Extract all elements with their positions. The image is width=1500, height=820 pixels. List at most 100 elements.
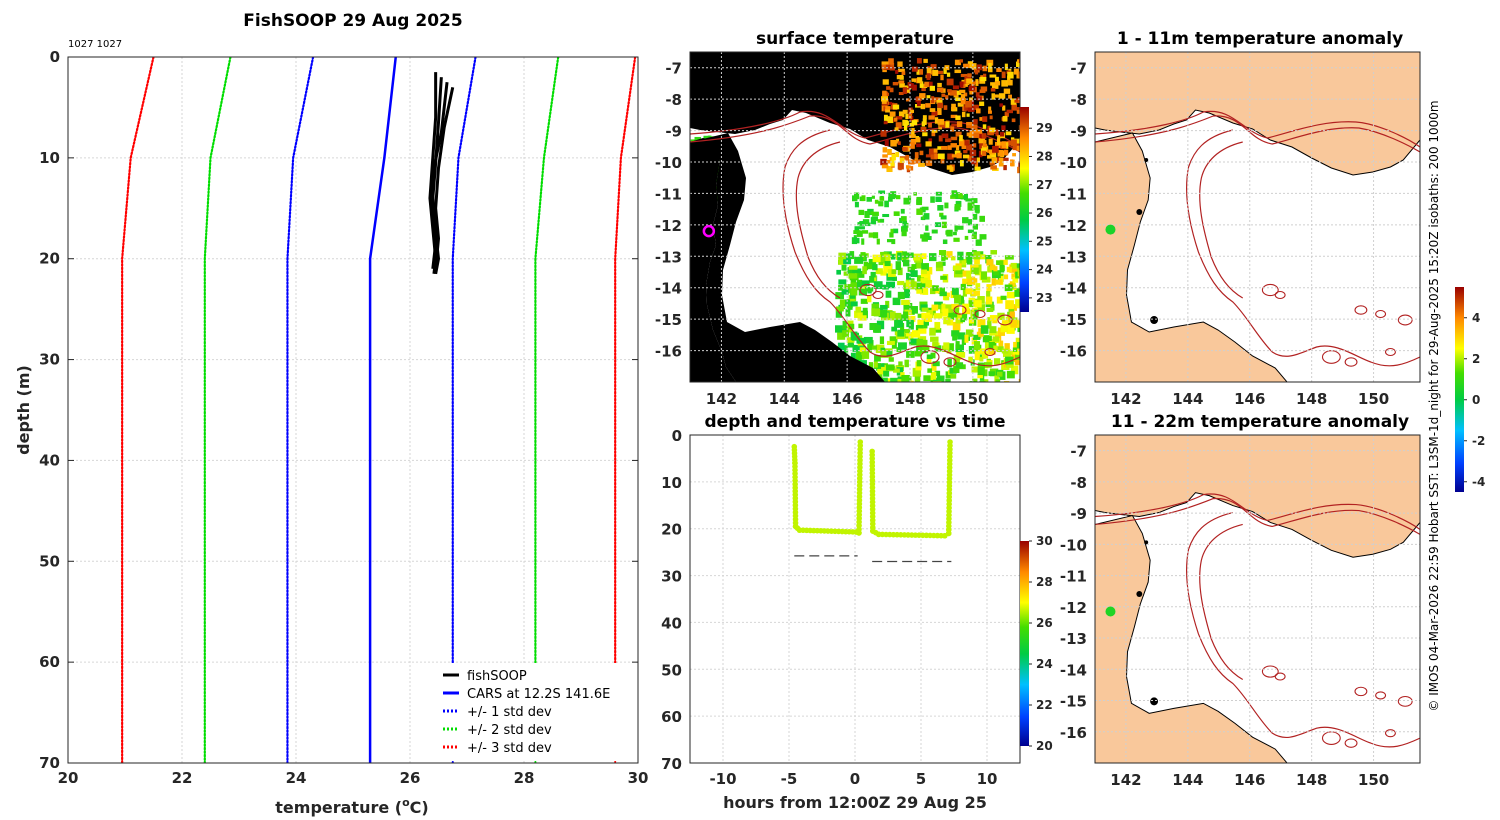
sst-cell-warm bbox=[901, 71, 906, 75]
sst-cell-warm bbox=[982, 124, 987, 129]
anomaly-colorbar-label: -4 bbox=[1472, 475, 1485, 489]
isobath-contour bbox=[1375, 309, 1387, 319]
sst-cell bbox=[1005, 356, 1014, 365]
sst-cell bbox=[930, 352, 936, 359]
sst-cell bbox=[1003, 380, 1010, 382]
sst-cell-warm bbox=[916, 69, 920, 75]
sst-cell bbox=[996, 346, 1004, 353]
sst-cell-warm bbox=[1016, 61, 1020, 67]
sst-cell bbox=[926, 357, 932, 364]
sst-cell bbox=[971, 231, 977, 235]
profile-legend: fishSOOP CARS at 12.2S 141.6E +/- 1 std de… bbox=[437, 663, 636, 761]
sst-cell bbox=[897, 342, 907, 350]
sst-cell-warm bbox=[899, 157, 905, 164]
sst-cell-warm bbox=[905, 120, 909, 126]
profile-line--1-std bbox=[451, 57, 477, 763]
sst-cell bbox=[838, 284, 844, 291]
sst-cell bbox=[972, 223, 978, 230]
sst-cell-warm bbox=[950, 136, 958, 141]
sst-cell bbox=[983, 335, 992, 342]
sst-cell bbox=[920, 278, 928, 285]
sst-cell-warm bbox=[961, 84, 966, 88]
sst-colorbar-ticks: 23 24 25 26 27 28 29 bbox=[1029, 121, 1053, 305]
sst-cell bbox=[1012, 347, 1018, 352]
sst-cell bbox=[897, 280, 905, 286]
sst-cell-warm bbox=[1005, 142, 1009, 149]
map-lat-tick: -13 bbox=[655, 248, 682, 266]
anomaly-1-11-ticks: 142 144 146 148 150 -7 -8 -9 -10 -11 -12 -13 -14 -15 -… bbox=[1060, 60, 1389, 408]
sst-cell bbox=[920, 269, 928, 274]
sst-cell bbox=[872, 254, 881, 263]
isobath-contour bbox=[943, 357, 957, 367]
sst-cell bbox=[1014, 360, 1020, 366]
sst-cell-warm bbox=[1002, 80, 1006, 86]
sst-cell bbox=[993, 358, 1001, 365]
isobath-200m bbox=[1095, 493, 1420, 748]
sst-cell bbox=[913, 253, 921, 261]
sst-cell-warm bbox=[920, 103, 926, 110]
sst-cell-warm bbox=[1006, 109, 1013, 114]
sst-cell-warm bbox=[1001, 141, 1007, 149]
profile-line--3-std bbox=[614, 57, 637, 763]
profile-line--3-std bbox=[121, 57, 155, 763]
sst-cell bbox=[864, 210, 870, 218]
sst-cell bbox=[891, 326, 898, 332]
sst-cell bbox=[923, 375, 931, 382]
sst-cell bbox=[937, 205, 944, 211]
sst-cell-warm bbox=[994, 81, 1001, 86]
sst-cell-warm bbox=[961, 111, 966, 118]
sst-cell-warm bbox=[1016, 73, 1020, 79]
sst-cell bbox=[930, 371, 937, 380]
sst-cell-warm bbox=[897, 141, 901, 145]
sst-cell-warm bbox=[938, 135, 943, 142]
sst-cell bbox=[915, 282, 922, 291]
map-lat-tick: -13 bbox=[1060, 630, 1087, 648]
sst-cell bbox=[925, 225, 929, 231]
sst-cell bbox=[974, 257, 980, 265]
sst-cell bbox=[880, 218, 885, 223]
sst-cell bbox=[988, 371, 996, 376]
sst-cell bbox=[966, 270, 972, 279]
depth-time-colorbar-label: 28 bbox=[1036, 575, 1053, 589]
sst-cell bbox=[848, 323, 855, 330]
sst-cell-warm bbox=[916, 143, 922, 148]
sst-cell-warm bbox=[899, 83, 905, 88]
sst-cell bbox=[844, 284, 851, 289]
depth-time-y-tick: 50 bbox=[661, 661, 682, 679]
sst-cell-warm bbox=[932, 69, 939, 76]
sst-cell-warm bbox=[955, 131, 962, 137]
sst-cell bbox=[988, 341, 997, 350]
depth-time-colorbar-label: 24 bbox=[1036, 657, 1053, 671]
profile-y-tick: 30 bbox=[39, 351, 60, 369]
sst-cell bbox=[921, 237, 928, 242]
sst-cell-warm bbox=[1002, 105, 1006, 111]
sst-cell bbox=[939, 291, 947, 297]
sst-cell-warm bbox=[883, 121, 888, 125]
sst-cell bbox=[971, 198, 978, 204]
profile-legend-label: +/- 2 std dev bbox=[467, 723, 552, 738]
isobath-contour bbox=[1274, 672, 1286, 681]
sst-cell bbox=[867, 344, 872, 353]
sst-cell bbox=[868, 362, 874, 369]
sst-cell-warm bbox=[994, 157, 1001, 163]
sst-colorbar-label: 27 bbox=[1036, 178, 1053, 192]
map-lat-tick: -7 bbox=[665, 60, 682, 78]
sst-cell-warm bbox=[889, 111, 896, 117]
sst-cell bbox=[868, 340, 874, 347]
sst-cell-warm bbox=[884, 139, 889, 147]
sst-cell-warm bbox=[991, 157, 998, 163]
sst-cell bbox=[995, 379, 1001, 382]
sst-cell bbox=[918, 347, 923, 354]
sst-cell bbox=[955, 200, 962, 207]
sst-cell-warm bbox=[980, 133, 987, 139]
sst-cell-warm bbox=[936, 99, 943, 105]
sst-cell bbox=[890, 191, 897, 198]
sst-cell bbox=[1006, 266, 1012, 273]
sst-cell-warm bbox=[1014, 98, 1019, 103]
sst-cell-warm bbox=[959, 59, 964, 63]
sst-cell-warm bbox=[887, 101, 893, 105]
profile-axes-box bbox=[67, 56, 639, 764]
sst-cell bbox=[916, 338, 923, 348]
sst-cell bbox=[961, 260, 967, 265]
sst-cell bbox=[905, 252, 914, 258]
